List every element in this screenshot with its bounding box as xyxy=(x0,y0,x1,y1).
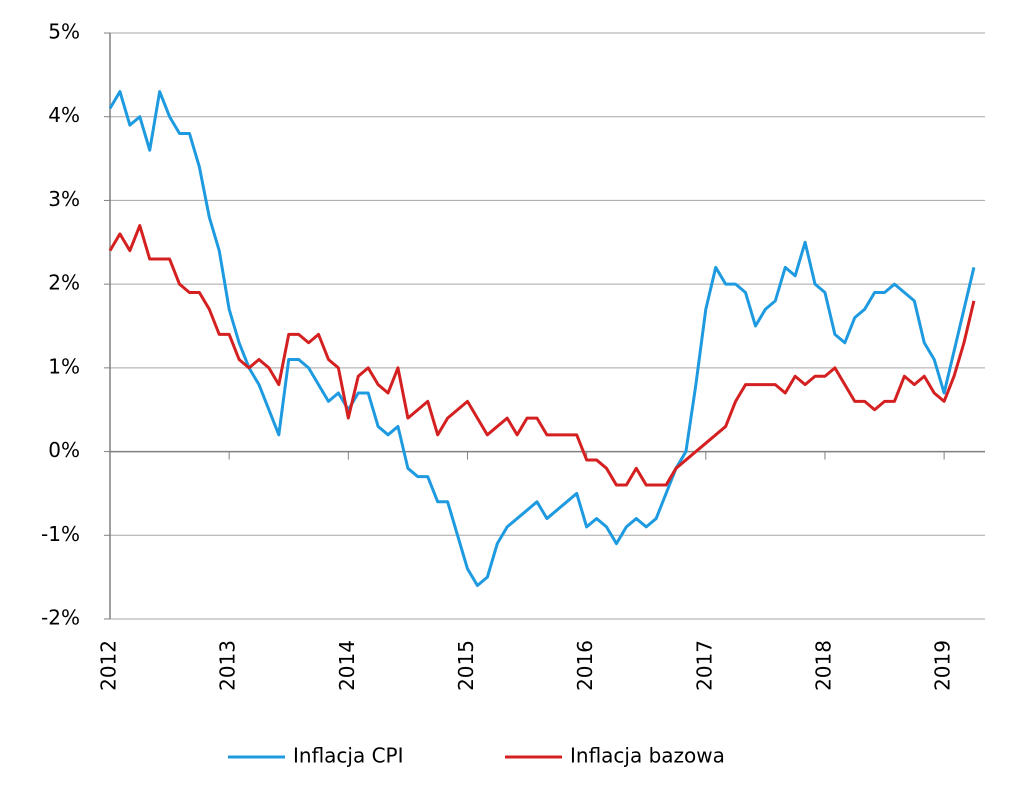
x-tick-label: 2017 xyxy=(692,640,716,691)
legend-label: Inflacja bazowa xyxy=(570,744,725,768)
series-line xyxy=(108,90,976,588)
legend-label: Inflacja CPI xyxy=(293,744,404,768)
x-tick-label: 2014 xyxy=(335,640,359,691)
y-tick-label: 3% xyxy=(48,187,80,211)
y-tick-label: -1% xyxy=(41,522,80,546)
x-tick-label: 2016 xyxy=(573,640,597,691)
y-tick-label: 4% xyxy=(48,103,80,127)
x-tick-label: 2012 xyxy=(97,640,121,691)
x-tick-label: 2018 xyxy=(811,640,835,691)
x-tick-label: 2019 xyxy=(931,640,955,691)
x-tick-label: 2013 xyxy=(216,640,240,691)
y-tick-label: 2% xyxy=(48,271,80,295)
y-tick-label: 0% xyxy=(48,438,80,462)
y-tick-label: 5% xyxy=(48,20,80,44)
y-tick-label: -2% xyxy=(41,606,80,630)
series-line xyxy=(108,224,976,487)
x-tick-label: 2015 xyxy=(454,640,478,691)
y-tick-label: 1% xyxy=(48,354,80,378)
